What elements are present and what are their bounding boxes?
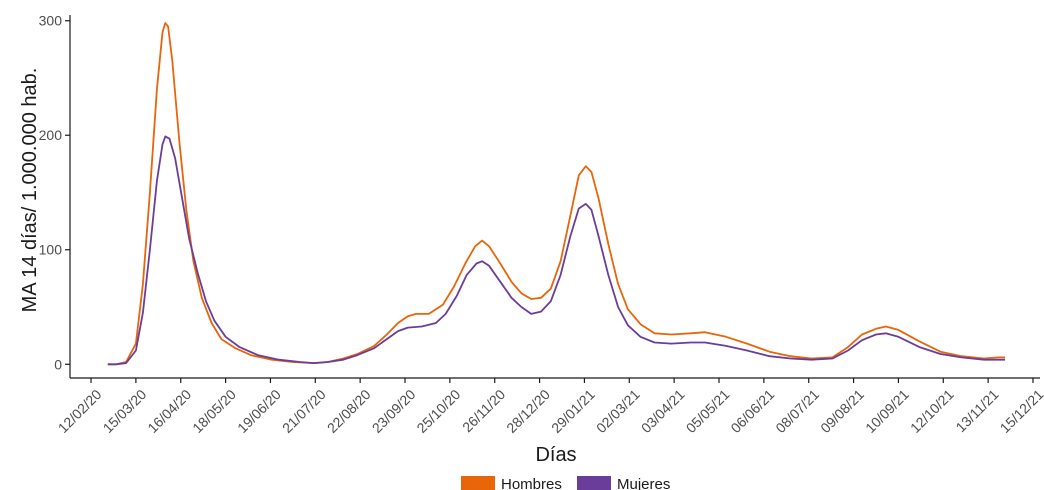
legend-label-hombres: Hombres: [501, 476, 562, 490]
axes: [69, 15, 1040, 379]
x-ticks: 12/02/2015/03/2016/04/2018/05/2019/06/20…: [55, 378, 1044, 436]
x-tick-label: 15/12/21: [997, 386, 1044, 436]
x-tick-label: 03/04/21: [638, 386, 688, 436]
series-line-hombres: [107, 22, 1005, 366]
series-line-mujeres: [107, 135, 1005, 366]
x-tick-label: 21/07/20: [279, 386, 329, 436]
x-tick-label: 16/04/20: [144, 386, 194, 436]
x-tick-label: 26/11/20: [459, 386, 508, 435]
legend: Hombres Mujeres: [461, 476, 670, 490]
y-tick-label: 200: [39, 127, 63, 143]
x-tick-label: 25/10/20: [413, 386, 463, 436]
x-tick-label: 02/03/21: [593, 386, 643, 436]
x-tick-label: 23/09/20: [369, 386, 419, 436]
y-ticks: 0 100 200 300: [39, 13, 70, 372]
x-tick-label: 12/02/20: [55, 386, 105, 436]
x-tick-label: 29/01/21: [548, 386, 598, 436]
y-axis-title: MA 14 días/ 1.000.000 hab.: [19, 68, 41, 313]
y-tick-label: 300: [39, 13, 63, 29]
legend-swatch-hombres: [461, 476, 495, 490]
legend-swatch-mujeres: [577, 476, 611, 490]
x-tick-label: 12/10/21: [907, 386, 957, 436]
y-tick-label: 0: [54, 356, 62, 372]
x-tick-label: 15/03/20: [100, 386, 150, 436]
x-tick-label: 19/06/20: [234, 386, 284, 436]
x-tick-label: 10/09/21: [862, 386, 912, 436]
x-axis-title: Días: [535, 444, 576, 466]
x-tick-label: 22/08/20: [324, 386, 374, 436]
x-tick-label: 28/12/20: [503, 386, 553, 436]
x-tick-label: 05/05/21: [683, 386, 733, 436]
x-tick-label: 18/05/20: [189, 386, 239, 436]
series-layer: [107, 22, 1005, 366]
y-tick-label: 100: [39, 242, 63, 258]
legend-label-mujeres: Mujeres: [617, 476, 670, 490]
x-tick-label: 09/08/21: [817, 386, 867, 436]
x-tick-label: 08/07/21: [772, 386, 822, 436]
x-tick-label: 06/06/21: [727, 386, 777, 436]
x-tick-label: 13/11/21: [952, 386, 1001, 435]
